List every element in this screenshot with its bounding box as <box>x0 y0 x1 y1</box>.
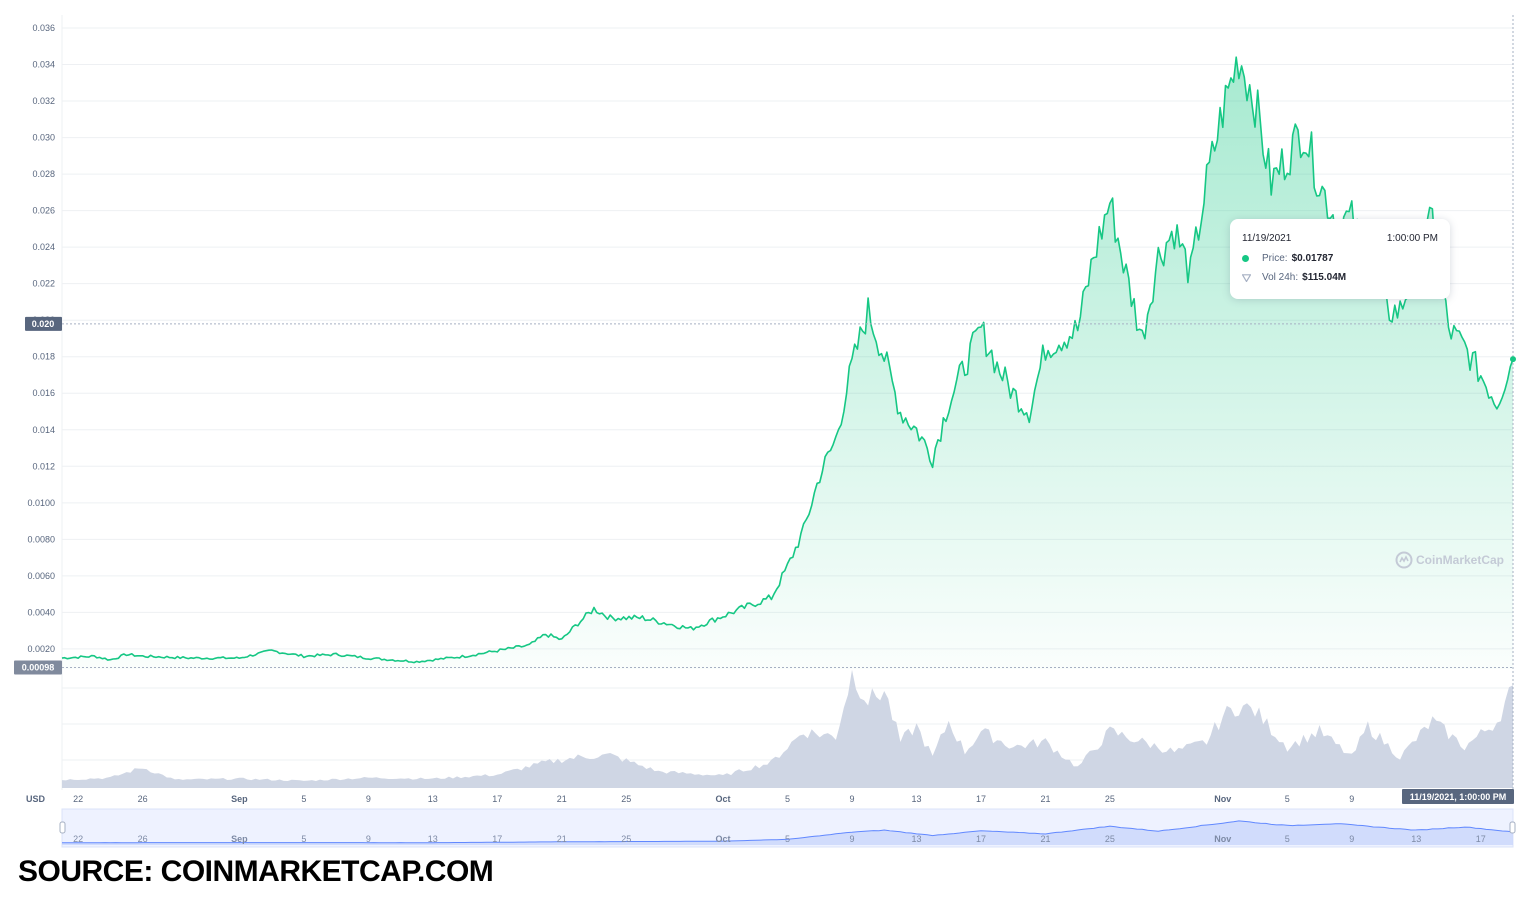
x-tick-label: 5 <box>301 794 306 804</box>
navigator-tick-label: 5 <box>301 834 306 844</box>
price-label-text: 0.020 <box>32 319 55 329</box>
x-tick-label: 26 <box>138 794 148 804</box>
tooltip-volume-label: Vol 24h: <box>1262 272 1299 283</box>
tooltip-time: 1:00:00 PM <box>1386 233 1438 244</box>
y-axis: 0.036 0.034 0.032 0.030 0.028 0.026 0.024 0.022… <box>27 23 55 654</box>
navigator-tick-label: 5 <box>1285 834 1290 844</box>
y-tick-label: 0.022 <box>32 279 55 289</box>
navigator-tick-label: 9 <box>1349 834 1354 844</box>
navigator-tick-label: Oct <box>716 834 731 844</box>
price-tooltip: 11/19/2021 1:00:00 PM Price: $0.01787 Vo… <box>1230 219 1450 299</box>
range-navigator[interactable]: 22 26 Sep 5 9 13 17 21 25 Oct 5 9 13 17 21 25 Nov 5 9 13 17 <box>59 808 1516 848</box>
x-tick-label: Sep <box>231 794 248 804</box>
navigator-tick-label: 9 <box>366 834 371 844</box>
x-tick-label: 5 <box>785 794 790 804</box>
navigator-handle-left[interactable] <box>59 821 66 834</box>
navigator-tick-label: 17 <box>976 834 986 844</box>
axis-currency: USD <box>26 794 46 804</box>
y-tick-label: 0.024 <box>32 242 55 252</box>
tooltip-date: 11/19/2021 <box>1242 233 1292 244</box>
navigator-handle-right[interactable] <box>1509 821 1516 834</box>
x-tick-label: 21 <box>557 794 567 804</box>
coinmarketcap-watermark: CoinMarketCap <box>1395 551 1504 569</box>
x-tick-label: 9 <box>849 794 854 804</box>
navigator-tick-label: 13 <box>428 834 438 844</box>
tooltip-volume-row: Vol 24h: $115.04M <box>1242 272 1346 283</box>
price-line <box>61 56 1514 664</box>
navigator-tick-label: Sep <box>231 834 248 844</box>
y-tick-label: 0.0100 <box>27 498 55 508</box>
x-tick-label: 21 <box>1040 794 1050 804</box>
x-tick-label: 13 <box>911 794 921 804</box>
x-tick-label: 13 <box>428 794 438 804</box>
y-tick-label: 0.0060 <box>27 571 55 581</box>
navigator-tick-label: 22 <box>73 834 83 844</box>
navigator-tick-label: 25 <box>621 834 631 844</box>
navigator-line <box>62 820 1514 844</box>
navigator-tick-label: 5 <box>785 834 790 844</box>
navigator-tick-label: 17 <box>1476 834 1486 844</box>
navigator-tick-label: 26 <box>138 834 148 844</box>
y-tick-label: 0.014 <box>32 425 55 435</box>
current-price-dot <box>1510 356 1516 363</box>
navigator-tick-label: 25 <box>1105 834 1115 844</box>
volume-shield-icon <box>1242 273 1251 282</box>
crosshair-date-label: 11/19/2021, 1:00:00 PM <box>1402 789 1514 804</box>
tooltip-volume-value: $115.04M <box>1302 272 1347 283</box>
navigator-tick-label: 13 <box>911 834 921 844</box>
min-label: 0.00098 <box>14 660 62 675</box>
navigator-tick-label: 21 <box>1040 834 1050 844</box>
y-tick-label: 0.036 <box>32 23 55 33</box>
x-tick-label: 9 <box>366 794 371 804</box>
x-tick-label: 25 <box>621 794 631 804</box>
x-tick-label: 17 <box>976 794 986 804</box>
crosshair-date-text: 11/19/2021, 1:00:00 PM <box>1410 792 1507 802</box>
x-tick-label: 5 <box>1285 794 1290 804</box>
min-label-text: 0.00098 <box>22 663 55 673</box>
navigator-tick-label: Nov <box>1214 834 1231 844</box>
x-tick-label: 25 <box>1105 794 1115 804</box>
navigator-ticks: 22 26 Sep 5 9 13 17 21 25 Oct 5 9 13 17 21 25 Nov 5 9 13 17 <box>73 834 1486 844</box>
tooltip-price-label: Price: <box>1262 253 1288 264</box>
navigator-tick-label: 9 <box>849 834 854 844</box>
x-tick-label: 9 <box>1349 794 1354 804</box>
y-tick-label: 0.016 <box>32 388 55 398</box>
navigator-tick-label: 13 <box>1411 834 1421 844</box>
price-dot-icon <box>1242 255 1249 262</box>
y-tick-label: 0.012 <box>32 461 55 471</box>
y-tick-label: 0.028 <box>32 169 55 179</box>
y-tick-label: 0.0020 <box>27 644 55 654</box>
coinmarketcap-logo-icon <box>1395 551 1413 569</box>
price-label-left: 0.020 <box>25 316 62 331</box>
navigator-tick-label: 17 <box>492 834 502 844</box>
navigator-tick-label: 21 <box>557 834 567 844</box>
navigator-area <box>62 820 1513 845</box>
y-tick-label: 0.032 <box>32 96 55 106</box>
tooltip-price-row: Price: $0.01787 <box>1242 253 1333 264</box>
price-area <box>62 57 1513 669</box>
y-tick-label: 0.034 <box>32 60 55 70</box>
y-tick-label: 0.0040 <box>27 607 55 617</box>
tooltip-price-value: $0.01787 <box>1291 253 1334 264</box>
x-tick-label: 17 <box>492 794 502 804</box>
volume-area <box>62 669 1513 788</box>
source-caption: SOURCE: COINMARKETCAP.COM <box>18 855 494 888</box>
x-tick-label: 22 <box>73 794 83 804</box>
watermark-text: CoinMarketCap <box>1416 553 1505 567</box>
y-tick-label: 0.026 <box>32 206 55 216</box>
y-tick-label: 0.0080 <box>27 534 55 544</box>
y-tick-label: 0.030 <box>32 133 55 143</box>
x-tick-label: Nov <box>1214 794 1231 804</box>
y-tick-label: 0.018 <box>32 352 55 362</box>
x-tick-label: Oct <box>716 794 731 804</box>
